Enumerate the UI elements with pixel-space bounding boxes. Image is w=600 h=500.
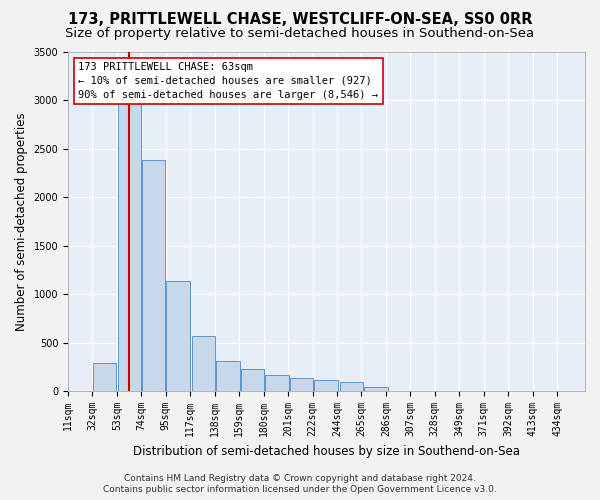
Bar: [265, 375, 289, 391]
Text: Contains HM Land Registry data © Crown copyright and database right 2024.
Contai: Contains HM Land Registry data © Crown c…: [103, 474, 497, 494]
Bar: [314, 380, 338, 391]
Bar: [217, 361, 240, 391]
Bar: [118, 96, 141, 391]
Bar: [142, 160, 165, 391]
Bar: [241, 369, 264, 391]
Bar: [192, 336, 215, 391]
Text: Size of property relative to semi-detached houses in Southend-on-Sea: Size of property relative to semi-detach…: [65, 28, 535, 40]
Bar: [93, 363, 116, 391]
Bar: [166, 280, 190, 391]
X-axis label: Distribution of semi-detached houses by size in Southend-on-Sea: Distribution of semi-detached houses by …: [133, 444, 520, 458]
Text: 173, PRITTLEWELL CHASE, WESTCLIFF-ON-SEA, SS0 0RR: 173, PRITTLEWELL CHASE, WESTCLIFF-ON-SEA…: [68, 12, 532, 28]
Bar: [364, 386, 388, 391]
Y-axis label: Number of semi-detached properties: Number of semi-detached properties: [15, 112, 28, 330]
Text: 173 PRITTLEWELL CHASE: 63sqm
← 10% of semi-detached houses are smaller (927)
90%: 173 PRITTLEWELL CHASE: 63sqm ← 10% of se…: [79, 62, 379, 100]
Bar: [340, 382, 363, 391]
Bar: [290, 378, 313, 391]
